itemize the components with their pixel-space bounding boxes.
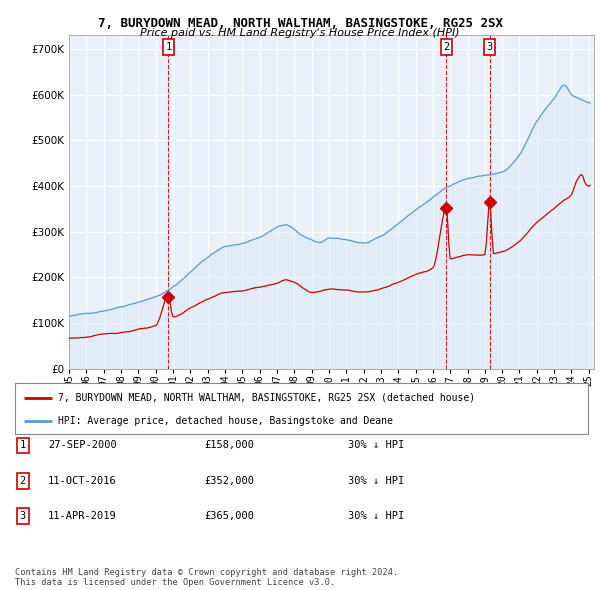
Text: Contains HM Land Registry data © Crown copyright and database right 2024.
This d: Contains HM Land Registry data © Crown c…: [15, 568, 398, 587]
Text: £365,000: £365,000: [204, 512, 254, 521]
Text: 11-APR-2019: 11-APR-2019: [48, 512, 117, 521]
Text: 2: 2: [443, 42, 449, 52]
Text: 2: 2: [20, 476, 26, 486]
Text: 30% ↓ HPI: 30% ↓ HPI: [348, 476, 404, 486]
Text: £352,000: £352,000: [204, 476, 254, 486]
Text: 11-OCT-2016: 11-OCT-2016: [48, 476, 117, 486]
Text: 27-SEP-2000: 27-SEP-2000: [48, 441, 117, 450]
Text: Price paid vs. HM Land Registry's House Price Index (HPI): Price paid vs. HM Land Registry's House …: [140, 28, 460, 38]
Text: 7, BURYDOWN MEAD, NORTH WALTHAM, BASINGSTOKE, RG25 2SX: 7, BURYDOWN MEAD, NORTH WALTHAM, BASINGS…: [97, 17, 503, 30]
Text: £158,000: £158,000: [204, 441, 254, 450]
Text: 3: 3: [20, 512, 26, 521]
Text: 1: 1: [20, 441, 26, 450]
Text: HPI: Average price, detached house, Basingstoke and Deane: HPI: Average price, detached house, Basi…: [58, 416, 393, 426]
Text: 7, BURYDOWN MEAD, NORTH WALTHAM, BASINGSTOKE, RG25 2SX (detached house): 7, BURYDOWN MEAD, NORTH WALTHAM, BASINGS…: [58, 392, 475, 402]
Text: 30% ↓ HPI: 30% ↓ HPI: [348, 512, 404, 521]
Text: 1: 1: [166, 42, 172, 52]
Text: 30% ↓ HPI: 30% ↓ HPI: [348, 441, 404, 450]
Text: 3: 3: [487, 42, 493, 52]
